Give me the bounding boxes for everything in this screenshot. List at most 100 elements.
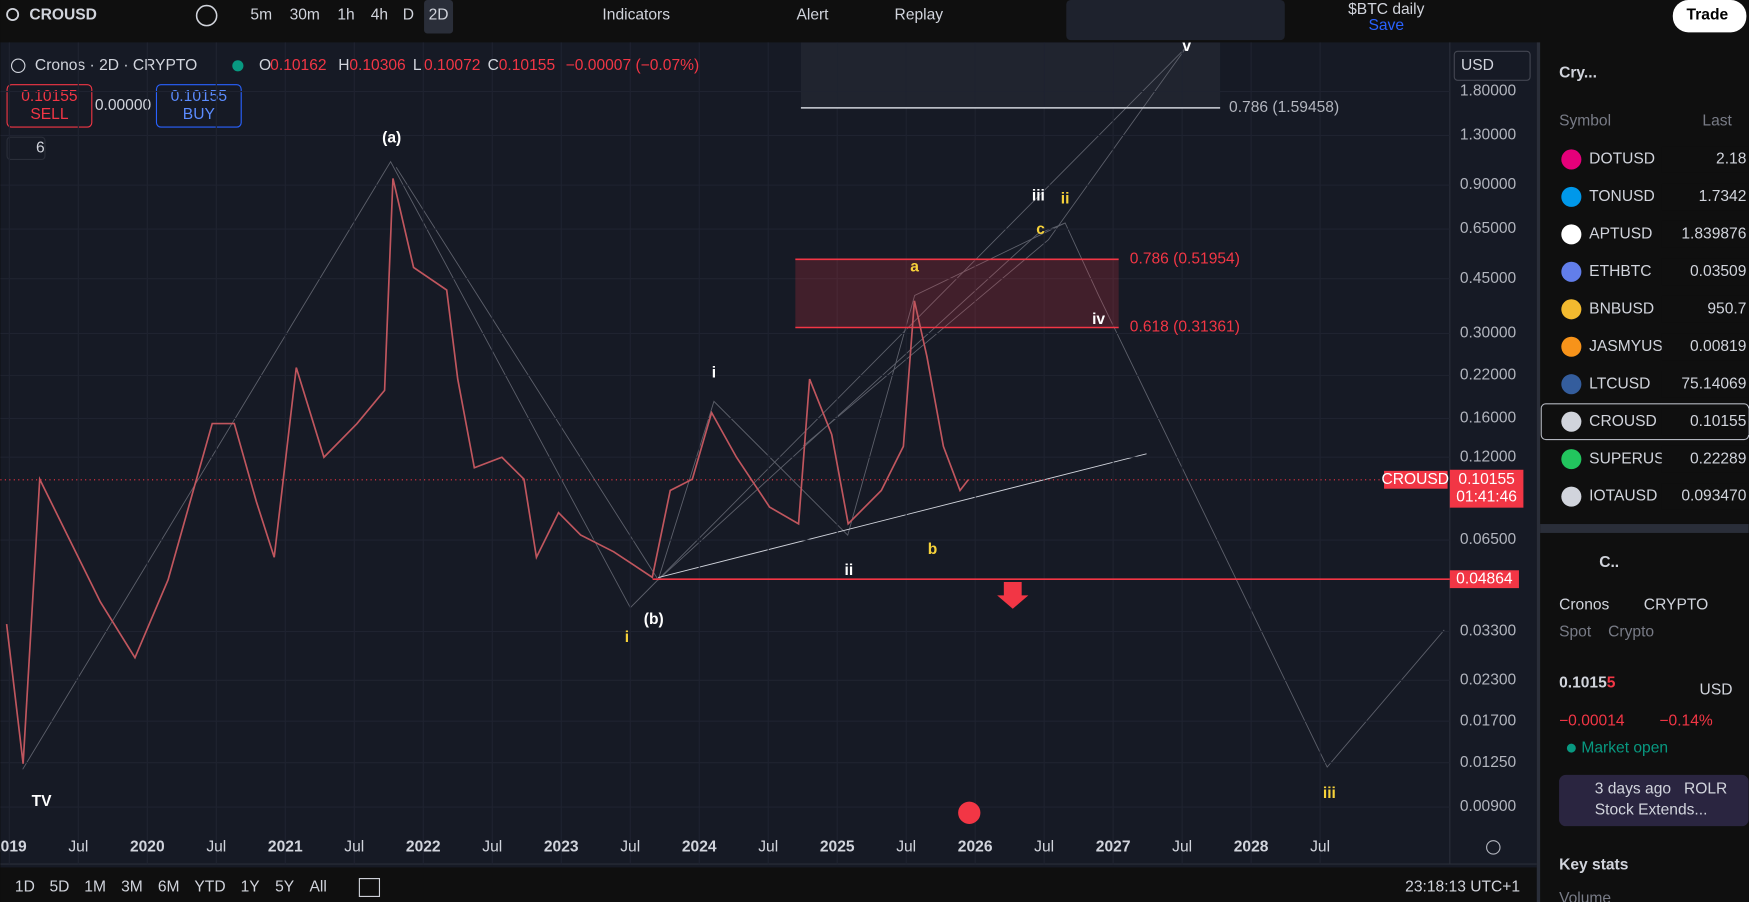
timeframe[interactable]: D [403, 7, 414, 24]
y-tick-label: 0.30000 [1460, 325, 1517, 342]
cell-bg [1661, 295, 1749, 323]
timeframe[interactable]: 4h [371, 7, 388, 24]
ohlc-value: L [413, 57, 422, 74]
ohlc-value: 0.10072 [424, 57, 480, 74]
range-button[interactable]: 5D [49, 879, 69, 896]
symbol-icon [1561, 299, 1582, 320]
price-tail: 5 [1607, 675, 1616, 692]
wave-label: (b) [644, 611, 664, 628]
x-tick-label: 2025 [820, 838, 855, 855]
x-tick-label: Jul [206, 838, 226, 855]
timeframe[interactable]: 1h [337, 7, 354, 24]
range-button[interactable]: 5Y [275, 879, 295, 896]
timeframe[interactable]: 30m [290, 7, 320, 24]
symbol-icon [1561, 374, 1582, 395]
ohlc-value: −0.00007 (−0.07%) [566, 57, 700, 74]
y-tick-label: 0.03300 [1460, 623, 1517, 640]
news-card[interactable] [1559, 774, 1749, 827]
column-header: Symbol [1559, 113, 1611, 130]
search-icon [6, 8, 20, 21]
watch-symbol[interactable]: ETHBTC [1589, 263, 1651, 280]
spread: 0.00000 [95, 97, 152, 114]
watch-symbol[interactable]: CROUSD [1589, 413, 1657, 430]
detail-status: Market open [1581, 739, 1668, 756]
watch-symbol[interactable]: DOTUSD [1589, 151, 1655, 168]
ohlc-value: 0.10155 [499, 57, 556, 74]
news-time: 3 days ago [1595, 781, 1672, 798]
watch-symbol[interactable]: SUPERUSD [1589, 450, 1676, 467]
settings-icon[interactable] [1486, 840, 1501, 855]
range-button[interactable]: 1D [15, 879, 35, 896]
watch-last: 0.22289 [1690, 450, 1746, 467]
news-title: Stock Extends... [1595, 802, 1708, 819]
cell-bg [1661, 146, 1749, 173]
y-tick-label: 0.22000 [1460, 367, 1517, 384]
market-status-dot [232, 60, 244, 72]
price-tag [1449, 570, 1519, 589]
news-source: ROLR [1684, 781, 1727, 798]
buy-button[interactable] [155, 84, 242, 128]
x-tick-label: Jul [896, 838, 916, 855]
watchlist-title[interactable]: Cry... [1559, 65, 1597, 82]
cell-bg [1661, 445, 1749, 473]
range-button[interactable]: 3M [121, 879, 143, 896]
watch-symbol[interactable]: JASMYUSD [1589, 338, 1674, 355]
wave-label: a [910, 259, 919, 276]
x-tick-label: Jul [1034, 838, 1054, 855]
sell-button[interactable] [6, 84, 93, 128]
symbol-icon [10, 58, 26, 74]
alert-button[interactable]: Alert [796, 7, 829, 24]
cell-bg [1661, 483, 1749, 510]
range-button[interactable]: YTD [194, 879, 225, 896]
watch-symbol[interactable]: IOTAUSD [1589, 488, 1657, 505]
y-tick-label: 0.00900 [1460, 798, 1517, 815]
timeframe[interactable]: 5m [250, 7, 272, 24]
range-button[interactable]: 6M [158, 879, 180, 896]
timeframe[interactable]: 2D [429, 7, 449, 24]
buy-price: 0.10155 [171, 88, 228, 105]
level-label: 0.618 (0.31361) [1130, 319, 1240, 336]
y-tick-label: 0.90000 [1460, 176, 1517, 193]
symbol-icon [1561, 336, 1582, 357]
symbol-icon [1561, 261, 1582, 282]
watch-symbol[interactable]: LTCUSD [1589, 375, 1650, 392]
cell-bg [1661, 408, 1749, 436]
currency-select[interactable] [1453, 50, 1531, 81]
cell-bg [1661, 183, 1749, 211]
toolbar: CROUSD Indicators Alert Replay $BTC dail… [6, 0, 1747, 41]
detail-kind: Spot [1559, 623, 1592, 640]
watch-last: 0.00819 [1690, 338, 1746, 355]
wave-label: i [625, 629, 629, 646]
detail-currency: USD [1700, 681, 1733, 698]
wave-label: ii [1061, 191, 1070, 208]
symbol-search[interactable]: CROUSD [29, 7, 97, 24]
watch-last: 950.7 [1707, 300, 1746, 317]
trade-button-bg[interactable] [1672, 0, 1747, 33]
replay-button[interactable]: Replay [895, 7, 944, 24]
chart-title: Cronos · 2D · CRYPTO [35, 57, 197, 74]
volume: Volume [1559, 890, 1611, 902]
layout-name[interactable]: $BTC daily [1348, 1, 1424, 18]
symbol-tag [1384, 470, 1448, 489]
watch-symbol[interactable]: BNBUSD [1589, 300, 1654, 317]
calendar-icon[interactable] [358, 878, 381, 897]
trade-button[interactable]: Trade [1687, 7, 1729, 24]
sell-label: SELL [30, 106, 68, 123]
x-tick-label: 2019 [0, 838, 27, 855]
cell-bg [1661, 220, 1749, 248]
price-line [5, 178, 969, 764]
panel-gap [1540, 524, 1749, 533]
wave-label: ii [845, 562, 854, 579]
watch-symbol[interactable]: TONUSD [1589, 188, 1655, 205]
detail-exchange: CRYPTO [1644, 597, 1708, 614]
indicators-button[interactable]: Indicators [602, 7, 670, 24]
compare-button[interactable] [195, 4, 218, 27]
range-button[interactable]: All [309, 879, 326, 896]
watch-symbol[interactable]: APTUSD [1589, 225, 1652, 242]
range-button[interactable]: 1M [84, 879, 106, 896]
range-button[interactable]: 1Y [241, 879, 261, 896]
indicator-toggle[interactable] [6, 136, 46, 160]
wave-path [657, 222, 1066, 581]
ohlc-value: 0.10306 [349, 57, 405, 74]
